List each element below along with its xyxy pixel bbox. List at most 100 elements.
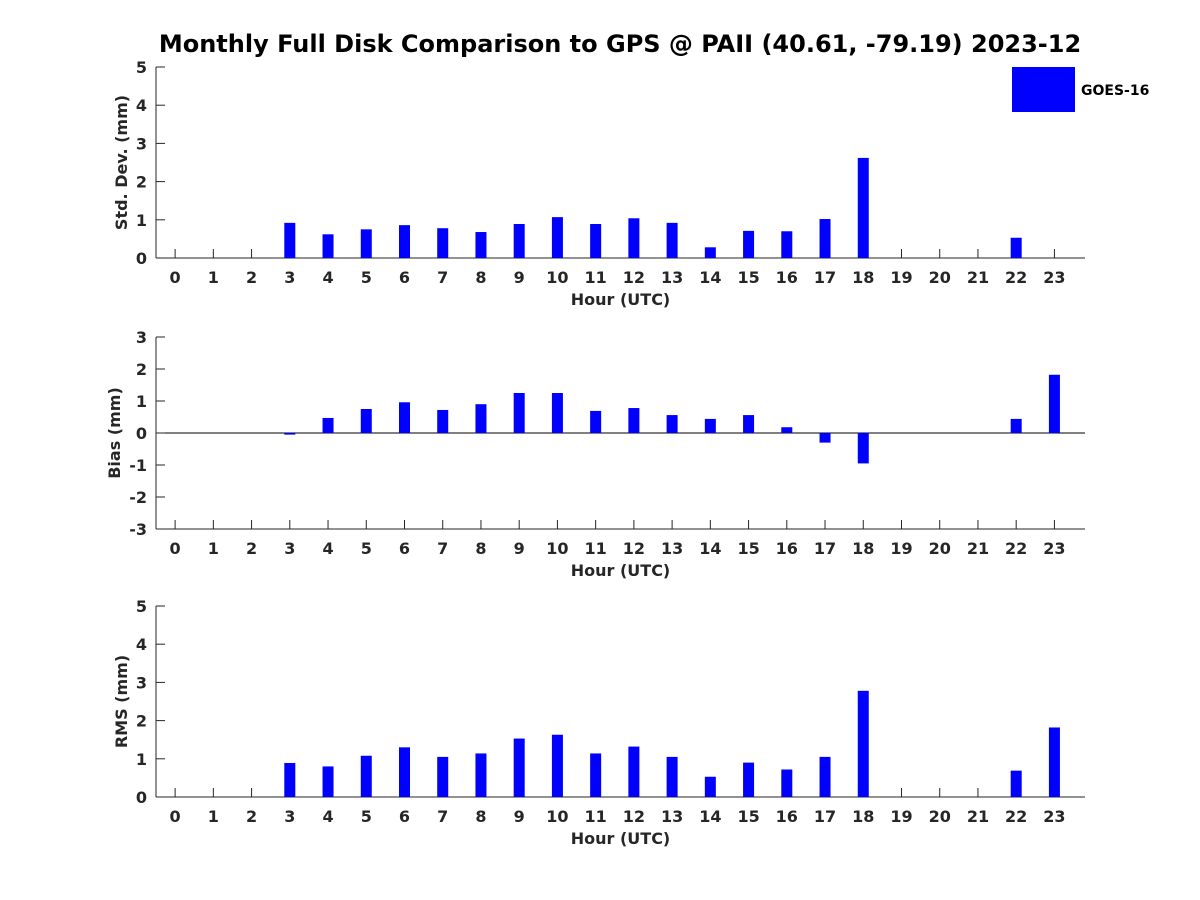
bar-hour-10 (551, 217, 563, 258)
y-tick-label: 3 (136, 134, 147, 153)
x-tick-label: 8 (475, 807, 486, 826)
bar-hour-16 (781, 231, 793, 258)
bar-hour-5 (360, 229, 372, 258)
bar-hour-9 (513, 393, 525, 433)
bar-hour-23 (1048, 374, 1060, 433)
bar-hour-10 (551, 393, 563, 433)
y-tick-label: 0 (136, 424, 147, 443)
y-tick-label: 1 (136, 392, 147, 411)
x-tick-label: 11 (585, 539, 607, 558)
bar-hour-6 (398, 225, 410, 258)
x-tick-label: 17 (814, 268, 836, 287)
x-tick-label: 16 (776, 807, 798, 826)
bar-hour-17 (819, 756, 831, 797)
bar-hour-13 (666, 222, 678, 258)
x-tick-label: 20 (929, 807, 951, 826)
x-tick-label: 21 (967, 807, 989, 826)
y-tick-label: 5 (136, 58, 147, 77)
x-tick-label: 9 (514, 268, 525, 287)
y-tick-label: 4 (136, 635, 147, 654)
x-tick-label: 5 (361, 807, 372, 826)
x-axis-title: Hour (UTC) (571, 829, 671, 848)
x-tick-label: 8 (475, 539, 486, 558)
bar-hour-6 (398, 402, 410, 433)
x-tick-label: 6 (399, 807, 410, 826)
bar-hour-9 (513, 738, 525, 797)
x-tick-label: 8 (475, 268, 486, 287)
bar-hour-7 (437, 409, 449, 433)
x-tick-label: 10 (546, 539, 568, 558)
bar-hour-18 (857, 690, 869, 797)
legend: GOES-16 (1012, 67, 1149, 112)
bar-hour-3 (284, 763, 296, 797)
page-title: Monthly Full Disk Comparison to GPS @ PA… (158, 30, 1082, 58)
x-tick-label: 21 (967, 539, 989, 558)
x-tick-label: 12 (623, 539, 645, 558)
x-tick-label: 2 (246, 539, 257, 558)
bar-hour-14 (704, 418, 716, 433)
x-tick-label: 22 (1005, 807, 1027, 826)
x-tick-label: 2 (246, 807, 257, 826)
x-tick-label: 20 (929, 268, 951, 287)
bar-hour-14 (704, 776, 716, 797)
x-tick-label: 14 (699, 807, 721, 826)
x-tick-label: 15 (737, 539, 759, 558)
y-tick-label: 2 (136, 173, 147, 192)
x-tick-label: 9 (514, 807, 525, 826)
x-tick-label: 15 (737, 268, 759, 287)
x-tick-label: 18 (852, 539, 874, 558)
x-tick-label: 9 (514, 539, 525, 558)
x-tick-label: 17 (814, 539, 836, 558)
x-tick-label: 16 (776, 539, 798, 558)
x-tick-label: 11 (585, 268, 607, 287)
x-tick-label: 1 (208, 539, 219, 558)
x-tick-label: 19 (890, 268, 912, 287)
x-tick-label: 20 (929, 539, 951, 558)
x-tick-label: 7 (437, 268, 448, 287)
x-tick-label: 23 (1043, 268, 1065, 287)
x-tick-label: 4 (322, 539, 333, 558)
y-tick-label: 4 (136, 96, 147, 115)
x-axis-title: Hour (UTC) (571, 290, 671, 309)
y-tick-label: 3 (136, 673, 147, 692)
x-tick-label: 5 (361, 539, 372, 558)
x-tick-label: 17 (814, 807, 836, 826)
bar-hour-3 (284, 222, 296, 258)
bar-hour-12 (628, 408, 640, 433)
bar-hour-8 (475, 232, 487, 258)
bar-hour-10 (551, 734, 563, 797)
bar-hour-4 (322, 417, 334, 433)
x-tick-label: 14 (699, 268, 721, 287)
x-tick-label: 16 (776, 268, 798, 287)
bar-hour-14 (704, 247, 716, 258)
x-tick-label: 0 (170, 539, 181, 558)
bar-hour-18 (857, 157, 869, 258)
x-tick-label: 18 (852, 807, 874, 826)
bar-hour-12 (628, 218, 640, 258)
y-tick-label: 2 (136, 712, 147, 731)
x-tick-label: 6 (399, 539, 410, 558)
x-tick-label: 23 (1043, 807, 1065, 826)
legend-swatch (1012, 67, 1075, 112)
y-tick-label: 3 (136, 328, 147, 347)
x-tick-label: 6 (399, 268, 410, 287)
y-axis-title: Bias (mm) (105, 387, 124, 479)
bar-hour-6 (398, 747, 410, 797)
x-tick-label: 4 (322, 268, 333, 287)
x-tick-label: 19 (890, 807, 912, 826)
legend-label: GOES-16 (1081, 83, 1149, 99)
x-tick-label: 18 (852, 268, 874, 287)
bar-hour-11 (590, 410, 602, 433)
bar-hour-23 (1048, 727, 1060, 797)
x-tick-label: 7 (437, 807, 448, 826)
bar-hour-8 (475, 404, 487, 433)
y-tick-label: 5 (136, 597, 147, 616)
y-tick-label: 2 (136, 360, 147, 379)
y-tick-label: -2 (129, 488, 147, 507)
x-tick-label: 0 (170, 268, 181, 287)
bar-hour-9 (513, 224, 525, 258)
bar-hour-22 (1010, 237, 1022, 258)
bar-hour-17 (819, 219, 831, 258)
x-tick-label: 19 (890, 539, 912, 558)
